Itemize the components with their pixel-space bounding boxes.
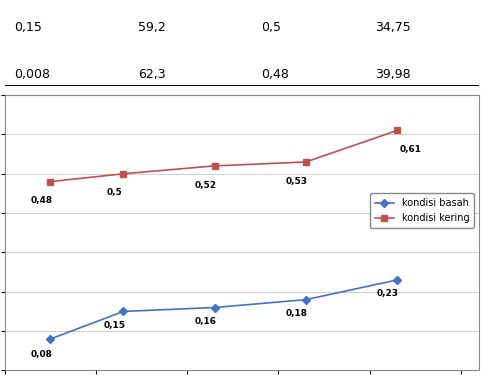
Text: 62,3: 62,3 (137, 68, 165, 81)
Legend: kondisi basah, kondisi kering: kondisi basah, kondisi kering (370, 194, 474, 228)
kondisi basah (121, 309, 126, 314)
Line: kondisi kering: kondisi kering (47, 128, 400, 184)
Text: 0,48: 0,48 (30, 196, 52, 205)
Text: 0,48: 0,48 (261, 68, 289, 81)
Text: 0,15: 0,15 (103, 321, 125, 330)
kondisi basah (212, 305, 217, 310)
Text: 0,61: 0,61 (400, 145, 422, 154)
Text: 0,08: 0,08 (30, 350, 52, 359)
kondisi basah (47, 337, 53, 341)
kondisi kering (394, 128, 400, 133)
Text: 59,2: 59,2 (137, 21, 166, 34)
Text: 39,98: 39,98 (375, 68, 410, 81)
Text: 0,52: 0,52 (195, 181, 216, 189)
kondisi basah (303, 297, 309, 302)
Text: 0,23: 0,23 (377, 290, 399, 299)
kondisi kering (303, 160, 309, 164)
kondisi basah (394, 278, 400, 282)
kondisi kering (47, 179, 53, 184)
Line: kondisi basah: kondisi basah (47, 277, 400, 342)
Text: 0,5: 0,5 (261, 21, 281, 34)
Text: 34,75: 34,75 (375, 21, 410, 34)
kondisi kering (121, 172, 126, 176)
Text: 0,53: 0,53 (286, 177, 308, 186)
Text: 0,18: 0,18 (286, 309, 308, 318)
Text: 0,15: 0,15 (15, 21, 42, 34)
Text: 0,008: 0,008 (15, 68, 50, 81)
Text: 0,5: 0,5 (106, 188, 122, 197)
kondisi kering (212, 164, 217, 168)
Text: 0,16: 0,16 (195, 317, 216, 326)
